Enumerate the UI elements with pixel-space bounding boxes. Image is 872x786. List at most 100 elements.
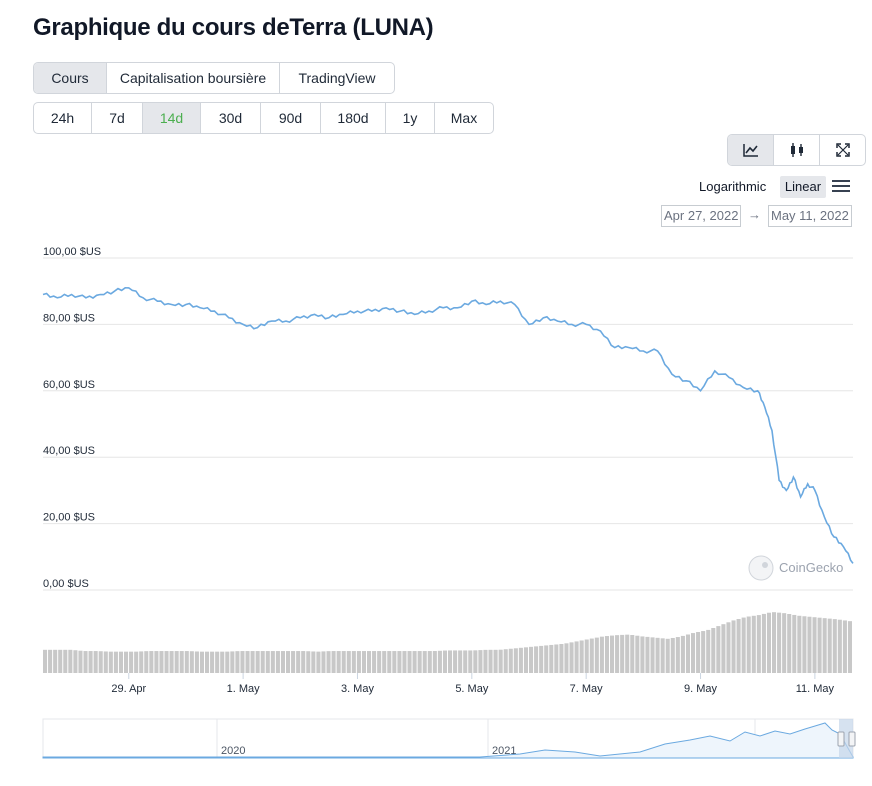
range-7d[interactable]: 7d	[92, 103, 143, 133]
volume-bar	[235, 651, 240, 673]
volume-bar	[144, 651, 149, 673]
x-tick-label: 7. May	[570, 683, 604, 695]
volume-bar	[58, 649, 63, 673]
volume-bar	[129, 651, 134, 673]
volume-bar	[529, 646, 534, 673]
volume-bar	[599, 636, 604, 673]
range-1y[interactable]: 1y	[386, 103, 435, 133]
volume-bar	[630, 635, 635, 673]
navigator-right-handle[interactable]	[848, 731, 856, 747]
volume-bar	[265, 651, 270, 673]
range-90d[interactable]: 90d	[261, 103, 321, 133]
volume-bar	[554, 644, 559, 673]
volume-bar	[766, 612, 771, 673]
volume-bar	[184, 651, 189, 673]
volume-bar	[361, 651, 366, 673]
volume-bar	[685, 634, 690, 673]
navigator-left-handle[interactable]	[837, 731, 845, 747]
volume-bar	[625, 634, 630, 673]
volume-bar	[544, 645, 549, 673]
volume-bar	[741, 617, 746, 673]
volume-bar	[782, 613, 787, 673]
volume-bar	[792, 614, 797, 673]
volume-bar	[98, 651, 103, 673]
volume-bar	[103, 651, 108, 673]
range-24h[interactable]: 24h	[34, 103, 92, 133]
volume-bar	[508, 648, 513, 673]
volume-bar	[736, 619, 741, 673]
volume-bar	[68, 649, 73, 673]
volume-bar	[149, 651, 154, 673]
volume-bar	[777, 612, 782, 673]
volume-bar	[189, 651, 194, 673]
volume-bar	[787, 614, 792, 673]
volume-bar	[584, 639, 589, 673]
volume-bar	[230, 651, 235, 673]
volume-bar	[523, 647, 528, 673]
x-tick-label: 29. Apr	[111, 683, 146, 695]
volume-bar	[154, 651, 159, 673]
volume-bar	[726, 622, 731, 673]
volume-bar	[48, 649, 53, 673]
volume-bar	[356, 651, 361, 673]
volume-bar	[488, 649, 493, 673]
fullscreen-button[interactable]	[820, 135, 865, 165]
volume-bar	[534, 646, 539, 673]
range-navigator[interactable]: 202020212022	[42, 718, 856, 759]
volume-bar	[847, 621, 852, 673]
tab-capitalisation-boursiere[interactable]: Capitalisation boursière	[107, 63, 280, 93]
candlestick-button[interactable]	[774, 135, 820, 165]
volume-bar	[645, 636, 650, 673]
range-14d[interactable]: 14d	[143, 103, 201, 133]
range-30d[interactable]: 30d	[201, 103, 261, 133]
volume-bar	[498, 649, 503, 673]
volume-bar	[93, 651, 98, 673]
volume-bar	[807, 616, 812, 673]
volume-bar	[635, 635, 640, 673]
volume-bar	[772, 612, 777, 673]
y-tick-label: 60,00 $US	[43, 379, 95, 391]
volume-bar	[210, 651, 215, 673]
page-title: Graphique du cours deTerra (LUNA)	[33, 14, 434, 41]
y-tick-label: 40,00 $US	[43, 445, 95, 457]
navigator-selection[interactable]	[839, 719, 853, 758]
logarithmic-scale-button[interactable]: Logarithmic	[699, 179, 767, 194]
navigator-history-line	[42, 722, 854, 759]
date-from-input[interactable]: Apr 27, 2022	[661, 205, 742, 227]
y-tick-label: 0,00 $US	[43, 578, 89, 590]
volume-bar	[650, 637, 655, 673]
volume-bar	[670, 637, 675, 673]
volume-bar	[503, 649, 508, 673]
volume-bar	[822, 618, 827, 673]
volume-bar	[53, 649, 58, 673]
volume-bar	[301, 651, 306, 673]
tab-cours[interactable]: Cours	[34, 63, 107, 93]
volume-bar	[615, 635, 620, 673]
volume-bar	[442, 650, 447, 673]
x-tick-label: 5. May	[455, 683, 489, 695]
volume-bar	[270, 651, 275, 673]
volume-bar	[286, 651, 291, 673]
volume-bar	[73, 650, 78, 673]
tab-tradingview[interactable]: TradingView	[298, 70, 376, 86]
volume-bar	[164, 651, 169, 673]
date-to-input[interactable]: May 11, 2022	[768, 205, 852, 227]
volume-bar	[610, 635, 615, 673]
x-tick-label: 9. May	[684, 683, 718, 695]
linear-scale-button[interactable]: Linear	[780, 176, 826, 198]
volume-bar	[78, 650, 83, 673]
volume-bar	[675, 637, 680, 673]
volume-bar	[706, 629, 711, 673]
volume-bar	[260, 651, 265, 673]
hamburger-menu-icon[interactable]	[832, 178, 850, 194]
y-tick-label: 80,00 $US	[43, 312, 95, 324]
range-180d[interactable]: 180d	[321, 103, 386, 133]
line-chart-button[interactable]	[728, 135, 774, 165]
volume-bar	[680, 635, 685, 673]
volume-bar	[397, 651, 402, 673]
coingecko-logo-icon	[748, 555, 774, 581]
range-max[interactable]: Max	[450, 110, 478, 126]
volume-bar	[118, 651, 123, 673]
volume-bar	[746, 616, 751, 673]
